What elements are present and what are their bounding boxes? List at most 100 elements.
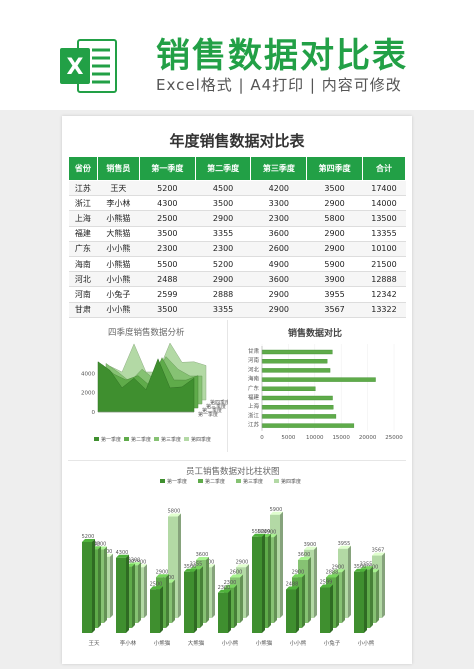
column-bar [252,536,262,633]
column-top [196,557,209,560]
column-top [320,584,333,588]
legend-swatch [94,437,99,441]
column-side [178,513,181,618]
table-cell: 12888 [362,271,406,288]
data-label: 2900 [156,569,169,575]
column-top [338,545,351,549]
column-top [150,586,163,590]
data-label: 2300 [224,580,237,586]
y-category-label: 海南 [248,375,260,383]
data-label: 2600 [230,570,243,576]
x-category-label: 小小熊 [222,639,239,647]
legend-swatch [160,479,165,483]
column-top [354,568,367,572]
column-side [138,562,141,623]
column-side [104,546,107,623]
column-bar [320,587,330,633]
table-cell: 小兔子 [97,286,140,303]
table-row: 浙江 李小林 4300 3500 3300 2900 14000 [68,195,406,212]
hbar [261,414,337,419]
x-category-label: 李小林 [120,639,137,647]
table-cell: 4900 [250,256,307,273]
table-cell: 5800 [306,210,363,227]
y-category-label: 上海 [248,402,260,410]
table-cell: 5900 [306,256,363,273]
column-bar [286,589,296,633]
table-cell: 17400 [362,180,406,197]
depth-axis-label: 第二季度 [202,407,222,414]
column-top [224,584,237,588]
table-row: 福建 大熊猫 3500 3355 3600 2900 13355 [68,226,406,242]
column-bar [168,516,178,618]
data-label: 2888 [326,569,339,575]
y-category-label: 河南 [248,356,260,364]
table-cell: 3500 [306,180,363,197]
column-side [228,589,231,633]
column-top [286,586,299,590]
data-label: 2500 [150,581,163,587]
table-cell: 3355 [195,302,251,318]
data-label: 3567 [372,548,385,554]
x-tick-label: 10000 [306,435,324,441]
data-label: 4900 [264,529,277,535]
column-top [292,574,305,578]
table-cell: 12342 [362,286,406,303]
column-side [246,564,249,618]
column-bar [184,571,194,633]
table-row: 上海 小熊猫 2500 2900 2300 5800 13500 [68,210,406,227]
legend-label: 第四季度 [191,436,211,443]
area-chart-panel: 四季度销售数据分析 4000 2000 0 第四季度 第三季度 第二季度 第一季度 第一季度第… [68,320,228,452]
y-category-label: 福建 [248,393,260,401]
column-top [298,557,311,560]
table-cell: 2900 [306,226,363,242]
data-label: 3355 [360,561,373,567]
depth-axis-label: 第四季度 [210,399,228,406]
hbar-chart-title: 销售数据对比 [288,329,343,339]
table-cell: 河南 [68,286,98,303]
table-cell: 3567 [306,302,363,318]
column-top [270,511,283,515]
excel-logo-icon: X [60,39,117,93]
table-row: 海南 小熊猫 5500 5200 4900 5900 21500 [68,256,406,273]
column-top [82,539,95,542]
table-cell: 江苏 [68,180,98,197]
column-side [144,564,147,618]
table-cell: 4200 [250,180,307,197]
column-bar [116,557,126,633]
hbar [261,368,331,373]
legend-swatch [274,479,279,483]
table-cell: 李小林 [97,195,140,212]
legend-swatch [236,479,241,483]
legend-label: 第四季度 [281,478,301,485]
data-label: 3900 [304,542,317,548]
data-label: 3600 [298,552,311,558]
table-cell: 2300 [139,241,196,257]
data-label: 3600 [196,552,209,558]
table-cell: 海南 [68,256,98,273]
table-cell: 2900 [306,195,363,212]
column-header: 第二季度 [194,156,252,181]
legend-label: 第二季度 [131,436,151,443]
table-cell: 3600 [250,271,307,288]
data-label: 5900 [270,507,283,513]
table-cell: 2600 [250,241,307,257]
table-cell: 河北 [68,271,98,288]
column-side [132,563,135,628]
area-chart-title: 四季度销售数据分析 [108,328,185,338]
column-bar [354,571,364,633]
table-body: 江苏 王天 5200 4500 4200 3500 17400 浙江 李小林 4300 3500 33… [68,180,406,318]
hbar [261,377,376,382]
x-tick-label: 5000 [281,435,295,441]
x-category-label: 王天 [88,640,100,647]
data-label: 2300 [218,585,231,591]
table-cell: 2488 [139,271,196,288]
y-category-label: 浙江 [248,411,260,419]
table-row: 河南 小兔子 2599 2888 2900 3955 12342 [68,286,406,303]
column-bar [218,592,228,633]
table-cell: 王天 [97,180,140,197]
data-label: 2599 [320,580,333,586]
table-cell: 2500 [139,210,196,227]
column-side [98,546,101,628]
